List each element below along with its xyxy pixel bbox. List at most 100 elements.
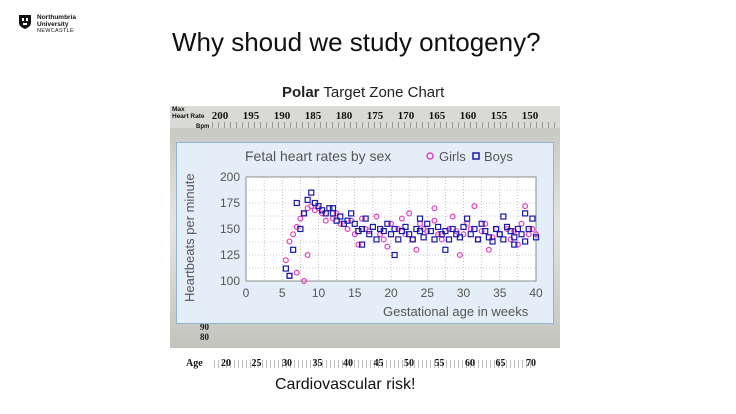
boys-point — [304, 196, 311, 203]
boys-point — [340, 220, 347, 227]
slide-title: Why shoud we study ontogeny? — [172, 27, 541, 57]
boys-point — [366, 231, 373, 238]
boys-point — [300, 210, 308, 217]
y-tick-label: 150 — [220, 222, 240, 236]
boys-point — [391, 225, 398, 233]
legend-girls-marker — [426, 152, 434, 160]
boys-point — [525, 225, 532, 233]
logo-line-2: University — [37, 21, 69, 28]
hr-scale-label: 185 — [304, 110, 322, 122]
boys-point — [482, 227, 489, 235]
girls-point — [351, 231, 358, 238]
fetal-heart-rate-chart: Fetal heart rates by sex Girls Boys 100 1… — [176, 142, 554, 324]
age-scale-label: 65 — [495, 358, 506, 369]
age-scale-label: 30 — [282, 358, 292, 369]
boys-point — [395, 236, 402, 243]
age-scale-label: 45 — [373, 358, 384, 369]
boys-point — [420, 234, 427, 241]
boys-point — [315, 203, 322, 210]
boys-point — [445, 236, 453, 243]
boys-point — [373, 236, 380, 243]
boys-point — [522, 238, 529, 245]
boys-point — [511, 234, 518, 241]
boys-point — [416, 227, 424, 235]
university-logo: Northumbria University NEWCASTLE — [18, 14, 76, 35]
boys-point — [322, 210, 329, 217]
boys-point — [518, 231, 525, 238]
girls-point — [366, 228, 373, 235]
age-ruler — [214, 360, 534, 368]
boys-point — [387, 231, 395, 238]
x-tick-label: 0 — [243, 286, 250, 300]
hr-scale-label: 180 — [335, 110, 353, 122]
girls-point — [344, 225, 351, 232]
legend-boys-marker — [472, 152, 480, 160]
age-scale-label: 55 — [434, 358, 445, 369]
hr-scale-label: 175 — [366, 110, 384, 122]
boys-point — [442, 227, 449, 235]
girls-point — [373, 213, 380, 220]
boys-point — [358, 241, 366, 248]
girls-point — [337, 220, 344, 227]
girls-point — [460, 231, 467, 238]
left-num: 80 — [200, 332, 209, 342]
age-scale-label: 20 — [221, 358, 231, 369]
slide-caption: Cardiovascular risk! — [275, 376, 416, 393]
girls-point — [297, 215, 304, 222]
girls-point — [290, 231, 297, 238]
hr-scale-label: 170 — [397, 110, 415, 122]
boys-point — [369, 223, 376, 231]
girls-point — [322, 217, 329, 224]
fetal-scatter-svg: Fetal heart rates by sex Girls Boys 1001… — [182, 148, 543, 319]
girls-point — [529, 225, 536, 232]
boys-point — [286, 272, 293, 279]
boys-point — [489, 238, 496, 245]
x-tick-label: 10 — [312, 286, 326, 300]
girls-point — [449, 213, 456, 220]
boys-point — [514, 225, 521, 233]
girls-point — [431, 217, 438, 224]
boys-point — [471, 225, 478, 233]
hr-scale-label: 150 — [521, 110, 539, 122]
girls-point — [518, 220, 525, 227]
boys-point — [358, 225, 366, 233]
girls-point — [282, 257, 289, 264]
girls-point — [413, 246, 420, 253]
hr-scale-label: 195 — [242, 110, 260, 122]
boys-point — [435, 223, 442, 231]
hr-scale: 200 195 190 185 180 175 170 165 160 155 150 — [212, 110, 560, 122]
legend-girls-label: Girls — [439, 149, 466, 164]
crest-icon — [19, 15, 31, 29]
logo-line-3: NEWCASTLE — [37, 28, 74, 34]
hr-scale-label: 200 — [211, 110, 229, 122]
max-hr-label: Max Heart Rate — [172, 106, 205, 120]
y-tick-label: 125 — [220, 248, 240, 262]
boys-point — [337, 213, 344, 220]
age-scale-label: 25 — [251, 358, 262, 369]
y-axis-label: Heartbeats per minute — [182, 173, 197, 302]
girls-point — [348, 217, 355, 224]
hr-scale-label: 155 — [490, 110, 508, 122]
age-scale-label: 35 — [312, 358, 323, 369]
chart-title: Fetal heart rates by sex — [245, 148, 391, 164]
girls-point — [522, 203, 529, 210]
girls-point — [435, 231, 442, 238]
boys-point — [460, 223, 467, 231]
boys-point — [493, 225, 500, 233]
y-tick-label: 100 — [220, 274, 240, 288]
girls-point — [293, 269, 300, 276]
boys-point — [511, 241, 518, 248]
girls-point — [308, 203, 315, 210]
girls-point — [402, 231, 409, 238]
boys-point — [293, 199, 300, 207]
left-nums: 90 80 — [200, 322, 209, 342]
girls-point — [478, 228, 485, 235]
boys-point — [532, 234, 540, 241]
boys-point — [308, 189, 315, 196]
logo-line-1: Northumbria — [37, 14, 76, 21]
polar-header: Polar Target Zone Chart — [170, 76, 560, 106]
boys-point — [424, 220, 431, 227]
boys-point — [319, 207, 326, 214]
left-num: 90 — [200, 322, 209, 332]
age-scale-label: 50 — [404, 358, 414, 369]
